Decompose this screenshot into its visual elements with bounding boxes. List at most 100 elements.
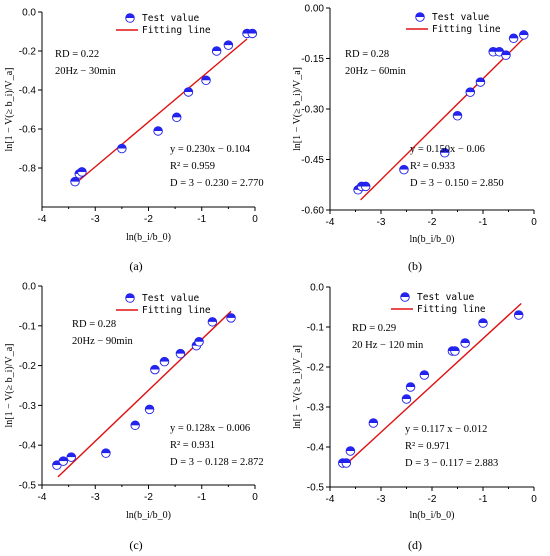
x-tick-label: -2 — [428, 217, 437, 228]
x-tick-label: -3 — [377, 217, 386, 228]
data-point — [77, 167, 87, 177]
y-tick-label: -0.8 — [19, 164, 37, 175]
r-squared: R² = 0.959 — [170, 161, 215, 172]
legend-fitting-line: Fitting line — [142, 305, 211, 316]
fit-equation: y = 0.230x − 0.104 — [170, 144, 251, 155]
fitting-line — [360, 37, 525, 201]
x-tick-label: -3 — [91, 492, 100, 503]
panel-caption: (c) — [129, 538, 142, 552]
x-tick-label: -3 — [377, 494, 386, 505]
y-tick-label: -0.5 — [19, 481, 37, 492]
x-tick-label: -4 — [326, 494, 335, 505]
chart-panel-a: -4 -3 -2 -1 0 0.0 -0.2 -0.4 -0.6 -0.8 Test valueFi… — [4, 8, 264, 274]
data-point — [144, 404, 155, 415]
data-point — [345, 446, 356, 456]
fractal-dimension: D = 3 − 0.150 = 2.850 — [410, 178, 504, 189]
y-tick-label: 0.0 — [22, 282, 36, 293]
data-point — [513, 310, 524, 320]
legend-marker-icon — [125, 293, 135, 303]
data-point — [475, 77, 486, 87]
y-tick-label: -0.30 — [301, 105, 324, 116]
y-tick-label: -0.6 — [19, 125, 37, 136]
fractal-dimension: D = 3 − 0.128 = 2.872 — [170, 457, 264, 468]
fitting-line — [342, 302, 522, 468]
fractal-dimension: D = 3 − 0.230 = 2.770 — [170, 178, 264, 189]
y-tick-label: -0.1 — [307, 323, 325, 334]
data-point — [66, 452, 77, 462]
rd-annotation: RD = 0.29 — [352, 323, 396, 334]
data-point — [440, 148, 450, 158]
y-tick-label: -0.60 — [301, 206, 324, 217]
data-point — [207, 317, 218, 327]
fitting-line — [73, 38, 248, 186]
y-axis-label: ln[1 − V(≥ b_i)/V_a] — [4, 68, 15, 152]
data-point — [171, 112, 182, 123]
data-point — [226, 313, 236, 323]
data-point — [130, 420, 140, 431]
data-point — [175, 348, 186, 359]
condition-annotation: 20Hz − 30min — [55, 66, 116, 77]
data-point — [194, 336, 204, 347]
data-point — [153, 126, 163, 136]
x-tick-label: -1 — [479, 494, 488, 505]
x-tick-label: -1 — [197, 214, 206, 225]
data-point — [201, 75, 211, 85]
legend-test-value: Test value — [142, 293, 199, 304]
data-point — [247, 28, 258, 39]
panel-caption: (a) — [129, 259, 142, 273]
fit-equation: y = 0.150x − 0.06 — [410, 144, 485, 155]
y-axis-label: ln[1 − V(≥ b_i)/V_a] — [292, 67, 303, 151]
x-tick-label: 0 — [531, 217, 537, 228]
y-tick-label: -0.2 — [19, 361, 37, 372]
legend-test-value: Test value — [417, 292, 474, 303]
legend-fitting-line: Fitting line — [432, 24, 501, 35]
data-point — [508, 33, 519, 44]
data-point — [211, 46, 222, 56]
y-tick-label: 0.00 — [305, 4, 325, 15]
chart-panel-b: -4 -3 -2 -1 0 0.00 -0.15 -0.30 -0.45 -0.60 Test va… — [292, 4, 537, 274]
data-point — [519, 30, 529, 40]
legend-fitting-line: Fitting line — [417, 304, 486, 315]
y-tick-label: -0.15 — [301, 54, 324, 65]
data-point — [223, 40, 234, 50]
x-axis-label: ln(b_i/b_0) — [410, 510, 455, 521]
condition-annotation: 20 Hz − 120 min — [352, 340, 424, 351]
y-tick-label: 0.0 — [22, 8, 36, 19]
data-point — [450, 346, 460, 356]
data-point — [401, 394, 412, 404]
fractal-dimension: D = 3 − 0.117 = 2.883 — [405, 458, 498, 469]
y-tick-label: -0.3 — [307, 403, 325, 414]
data-point — [501, 50, 511, 60]
legend-marker-icon — [125, 13, 135, 23]
fit-equation: y = 0.117 x − 0.012 — [405, 424, 487, 435]
panel-caption: (d) — [408, 538, 422, 552]
x-tick-label: 0 — [252, 492, 258, 503]
x-axis-label: ln(b_i/b_0) — [410, 234, 455, 245]
y-axis-label: ln[1 − V(≥ b_i)/V_a] — [292, 345, 303, 429]
chart-panel-d: -4 -3 -2 -1 0 0.0 -0.1 -0.2 -0.3 -0.4 -0.5 Test val… — [292, 283, 537, 553]
x-axis-label: ln(b_i/b_0) — [126, 510, 171, 521]
y-tick-label: -0.2 — [307, 363, 325, 374]
x-tick-label: 0 — [252, 214, 258, 225]
data-point — [452, 110, 463, 121]
x-axis-label: ln(b_i/b_0) — [126, 232, 171, 243]
data-point — [101, 448, 111, 458]
x-tick-label: -4 — [38, 492, 47, 503]
x-tick-label: -2 — [144, 492, 153, 503]
rd-annotation: RD = 0.22 — [55, 49, 99, 60]
data-point — [183, 87, 194, 97]
x-tick-label: -1 — [197, 492, 206, 503]
data-point — [150, 364, 160, 375]
data-point — [70, 176, 80, 187]
y-tick-label: -0.4 — [19, 441, 37, 452]
condition-annotation: 20Hz − 90min — [72, 336, 133, 347]
data-point — [159, 356, 170, 367]
data-point — [465, 87, 476, 97]
chart-panel-c: -4 -3 -2 -1 0 0.0 -0.1 -0.2 -0.3 -0.4 -0.5 Test val… — [4, 282, 264, 553]
x-tick-label: -4 — [38, 214, 47, 225]
data-point — [405, 382, 416, 392]
y-tick-label: -0.3 — [19, 401, 37, 412]
x-tick-label: -4 — [326, 217, 335, 228]
y-tick-label: -0.4 — [307, 443, 325, 454]
r-squared: R² = 0.931 — [170, 440, 215, 451]
